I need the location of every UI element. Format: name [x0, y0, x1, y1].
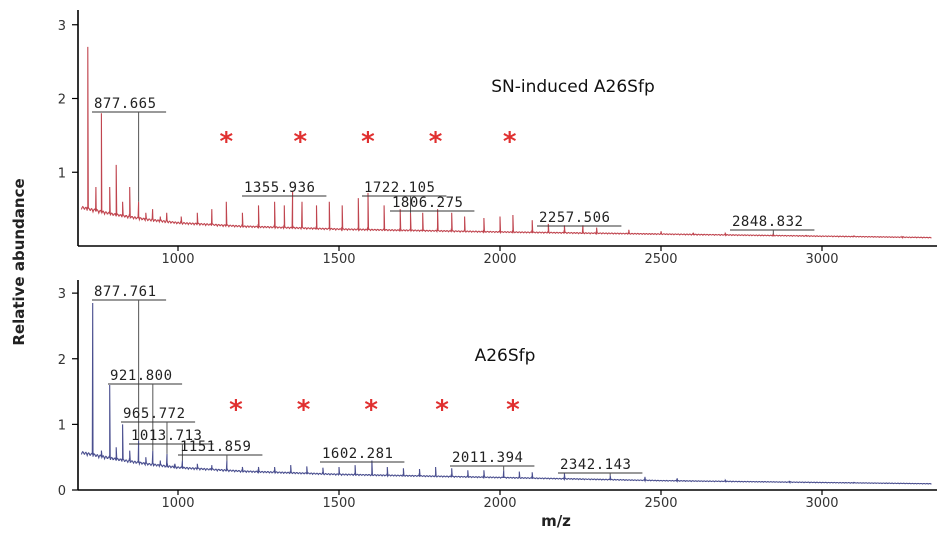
peak-label: 1602.281: [322, 446, 393, 462]
x-tick-label: 1000: [161, 496, 194, 511]
y-tick-label: 2: [58, 93, 66, 108]
x-tick-label: 2000: [483, 252, 516, 267]
star-marker: *: [364, 395, 378, 425]
peak-label: 965.772: [123, 406, 186, 422]
star-marker: *: [294, 127, 308, 157]
star-marker: *: [229, 395, 243, 425]
spectrum-trace: [80, 46, 932, 240]
y-tick-label: 3: [58, 287, 66, 302]
peak-label: 1722.105: [364, 180, 435, 196]
y-tick-label: 1: [58, 418, 66, 433]
x-tick-label: 2000: [483, 496, 516, 511]
peak-label: 2011.394: [452, 450, 523, 466]
peak-label: 2257.506: [539, 210, 610, 226]
y-axis-title: Relative abundance: [10, 178, 28, 345]
y-tick-label: 2: [58, 353, 66, 368]
x-tick-label: 1500: [322, 252, 355, 267]
x-tick-label: 1000: [161, 252, 194, 267]
peak-label: 877.665: [94, 96, 157, 112]
panel-title: SN-induced A26Sfp: [491, 77, 655, 97]
peak-label: 1013.713: [131, 428, 202, 444]
star-marker: *: [361, 127, 375, 157]
star-marker: *: [219, 127, 233, 157]
x-axis-title: m/z: [541, 512, 571, 530]
peak-label: 2848.832: [732, 214, 803, 230]
panel-title: A26Sfp: [475, 346, 536, 366]
x-tick-label: 3000: [805, 252, 838, 267]
panel-a26sfp: 0 1 2 3 1000 1500 2000 2500 3000 877.761 921.800 96…: [58, 280, 937, 511]
peak-label: 1355.936: [244, 180, 315, 196]
y-tick-label: 3: [58, 19, 66, 34]
x-tick-label: 3000: [805, 496, 838, 511]
peak-label: 1806.275: [392, 195, 463, 211]
y-tick-label: 0: [58, 484, 66, 499]
x-tick-label: 2500: [644, 252, 677, 267]
x-tick-label: 2500: [644, 496, 677, 511]
star-marker: *: [429, 127, 443, 157]
peak-label: 921.800: [110, 368, 173, 384]
star-marker: *: [503, 127, 517, 157]
x-tick-label: 1500: [322, 496, 355, 511]
peak-label: 1151.859: [180, 439, 251, 455]
star-marker: *: [297, 395, 311, 425]
panel-sn-induced: 1 2 3 1000 1500 2000 2500 3000 877.665 1355.936 17…: [58, 10, 937, 267]
star-marker: *: [506, 395, 520, 425]
spectrum-trace: [80, 302, 932, 485]
star-marker: *: [435, 395, 449, 425]
y-tick-label: 1: [58, 166, 66, 181]
peak-label: 2342.143: [560, 457, 631, 473]
peak-label: 877.761: [94, 284, 157, 300]
